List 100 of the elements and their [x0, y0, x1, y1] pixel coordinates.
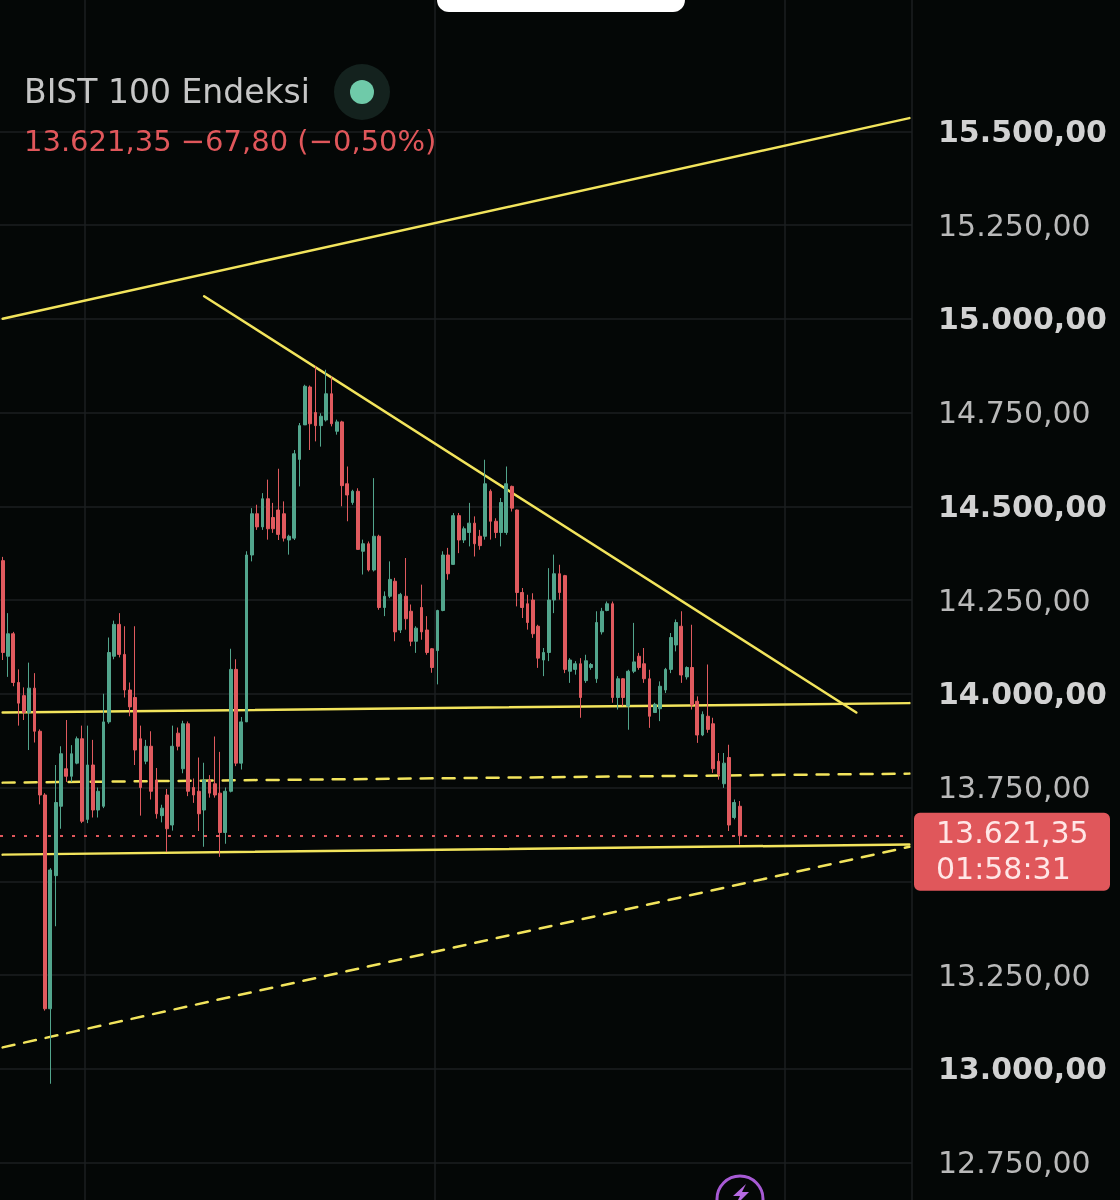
- candlestick: [648, 669, 651, 729]
- ref-line-label: 13.621,35: [936, 815, 1089, 851]
- y-tick-label: 14.250,00: [938, 582, 1091, 618]
- y-tick-label: 13.750,00: [938, 770, 1091, 805]
- candlestick: [160, 804, 164, 823]
- candlestick: [303, 384, 307, 426]
- candlestick: [181, 720, 185, 774]
- candlestick: [489, 488, 492, 541]
- candlestick: [722, 752, 726, 789]
- candlestick: [64, 719, 68, 783]
- candlestick: [664, 667, 667, 694]
- candlestick: [91, 739, 95, 818]
- candlestick: [123, 625, 126, 698]
- candlestick: [383, 590, 386, 617]
- candlestick: [11, 631, 15, 687]
- candlestick: [208, 774, 211, 799]
- y-tick-label: 13.000,00: [938, 1051, 1107, 1087]
- candlestick: [96, 787, 100, 818]
- candlestick: [483, 459, 487, 541]
- y-tick-label: 15.000,00: [938, 301, 1107, 337]
- candlestick: [202, 762, 206, 848]
- candlestick: [457, 512, 461, 554]
- candlestick: [605, 601, 609, 612]
- candlestick: [451, 512, 455, 566]
- candlestick: [510, 485, 514, 512]
- candlestick: [33, 672, 36, 743]
- candlestick: [70, 744, 73, 783]
- y-tick-label: 14.500,00: [938, 488, 1107, 524]
- candlestick: [701, 710, 704, 737]
- candlestick: [102, 693, 105, 809]
- candlestick: [245, 550, 248, 723]
- candlestick: [361, 539, 365, 575]
- candlestick: [75, 736, 79, 765]
- candlestick: [176, 727, 180, 751]
- candlestick: [197, 757, 201, 832]
- candlestick: [398, 592, 402, 634]
- candlestick: [621, 677, 625, 707]
- candlestick: [632, 622, 636, 674]
- candlestick: [186, 721, 190, 797]
- candlestick: [626, 669, 630, 731]
- candlestick: [351, 489, 354, 506]
- candlestick: [86, 725, 89, 824]
- candlestick: [436, 609, 439, 685]
- candlestick: [441, 550, 445, 612]
- y-tick-label: 15.500,00: [938, 113, 1107, 149]
- y-tick-label: 13.250,00: [938, 957, 1091, 993]
- candlestick: [239, 716, 243, 770]
- candlestick: [595, 610, 598, 684]
- candlestick: [27, 662, 31, 751]
- candlestick: [563, 574, 567, 674]
- candlestick: [314, 365, 317, 442]
- candlestick: [478, 529, 482, 551]
- candlestick: [738, 800, 742, 845]
- candlestick: [117, 612, 121, 658]
- candlestick: [223, 787, 227, 845]
- candlestick: [377, 534, 381, 611]
- candlestick: [679, 610, 683, 684]
- candlestick: [17, 668, 20, 727]
- candlestick: [6, 612, 10, 678]
- candlestick: [155, 767, 158, 820]
- candlestick: [335, 419, 339, 436]
- candlestick: [727, 744, 731, 832]
- y-tick-label: 15.250,00: [938, 207, 1091, 243]
- candlestick: [579, 657, 582, 719]
- candlestick: [685, 665, 689, 680]
- candlestick: [282, 500, 286, 542]
- candlestick: [261, 492, 264, 531]
- candlestick: [616, 675, 620, 710]
- candlestick: [234, 658, 238, 767]
- candlestick: [732, 799, 736, 820]
- candlestick: [367, 541, 370, 572]
- candlestick: [330, 376, 333, 427]
- candlestick: [356, 487, 360, 551]
- candlestick: [144, 739, 148, 765]
- candlestick: [558, 564, 561, 601]
- candlestick: [388, 560, 392, 599]
- candlestick: [80, 725, 84, 824]
- text: BIST 100 Endeksi: [24, 71, 310, 113]
- y-tick-label: 14.000,00: [938, 676, 1107, 712]
- candlestick: [22, 686, 26, 721]
- candlestick: [149, 730, 153, 800]
- candlestick: [372, 477, 376, 572]
- candlestick: [717, 752, 720, 781]
- candlestick: [229, 648, 233, 793]
- candlestick: [170, 725, 174, 832]
- candlestick: [298, 422, 301, 487]
- y-tick-label: 14.750,00: [938, 395, 1091, 430]
- candlestick: [494, 517, 498, 539]
- candlestick: [1, 556, 5, 661]
- y-tick-label: 12.750,00: [938, 1145, 1091, 1180]
- candlestick: [308, 385, 312, 451]
- candlestick: [420, 584, 423, 641]
- candlestick: [600, 607, 604, 635]
- candlestick: [192, 778, 195, 804]
- candlestick: [526, 594, 529, 631]
- candlestick: [393, 577, 397, 642]
- candlestick: [414, 625, 418, 654]
- text: 01:58:31: [936, 851, 1071, 887]
- candlestick: [446, 547, 450, 581]
- text: 13.621,35 −67,80 (−0,50%): [24, 124, 437, 158]
